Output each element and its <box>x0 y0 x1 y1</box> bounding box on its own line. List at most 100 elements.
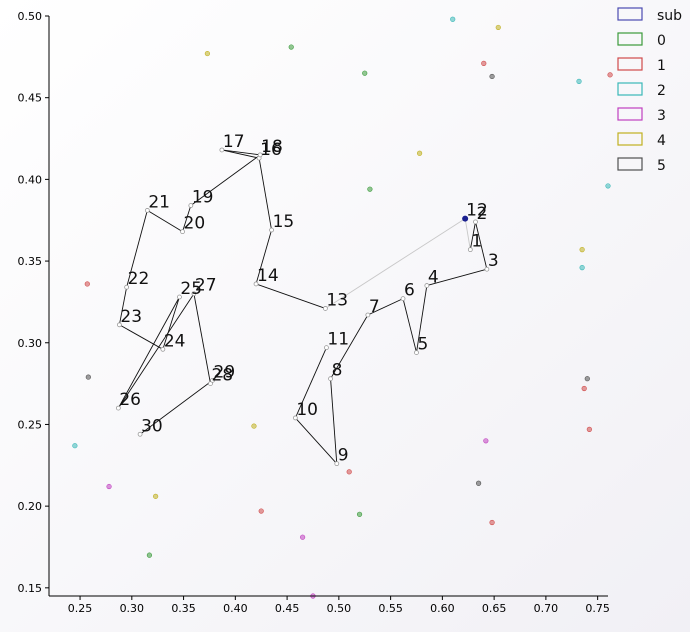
scatter-point <box>607 72 613 78</box>
path-segment <box>117 293 195 409</box>
path-segment <box>193 293 211 384</box>
y-tick-label: 0.50 <box>18 10 43 23</box>
path-segment <box>402 298 417 353</box>
path-marker <box>116 322 122 328</box>
point-label: 19 <box>192 188 214 208</box>
x-tick-label: 0.65 <box>482 602 507 615</box>
point-label: 10 <box>296 400 318 420</box>
point-label: 29 <box>214 362 236 382</box>
scatter-point <box>581 385 587 392</box>
legend-label: 0 <box>657 33 666 49</box>
y-tick-label: 0.15 <box>18 582 43 595</box>
point-label: 3 <box>488 251 499 271</box>
point-label: 8 <box>332 361 343 381</box>
point-label: 23 <box>120 307 142 327</box>
path-marker <box>334 461 340 467</box>
path-segment <box>147 210 183 233</box>
legend-swatch <box>617 32 643 46</box>
path-marker <box>324 345 329 351</box>
legend-label: 3 <box>657 108 666 124</box>
path-segment <box>258 158 273 231</box>
legend-label: 4 <box>657 133 666 149</box>
path-segment <box>295 417 338 464</box>
point-label: 30 <box>141 416 163 436</box>
path-segment <box>119 324 164 350</box>
legend-label: 1 <box>657 58 666 74</box>
path-marker <box>322 306 328 311</box>
path-marker <box>191 291 197 297</box>
point-label: 22 <box>128 269 150 289</box>
path-segment <box>162 296 180 350</box>
legend-swatch <box>617 132 643 146</box>
point-label: 5 <box>417 335 428 355</box>
path-segment <box>426 268 488 287</box>
path-segment <box>182 205 192 232</box>
point-label: 17 <box>223 132 245 152</box>
scatter-point <box>258 508 264 514</box>
point-label: 24 <box>164 331 186 351</box>
path-marker <box>144 208 150 213</box>
legend-swatch <box>617 157 643 171</box>
y-tick-label: 0.45 <box>18 92 43 105</box>
path-marker <box>400 296 406 302</box>
point-label: 18 <box>261 137 283 157</box>
path-marker <box>473 219 478 225</box>
legend-swatch <box>617 82 643 96</box>
legend-label: sub <box>657 8 682 24</box>
point-label: 1 <box>471 232 482 252</box>
scatter-point <box>576 78 582 84</box>
point-label: 21 <box>148 192 170 212</box>
scatter-point <box>450 16 456 22</box>
scatter-point <box>362 70 368 76</box>
point-label: 16 <box>260 140 282 160</box>
point-label: 26 <box>119 390 141 410</box>
scatter-point <box>579 265 585 271</box>
point-label: 20 <box>184 214 206 234</box>
path-segment <box>221 149 260 159</box>
x-tick-label: 0.55 <box>378 602 403 615</box>
path-segment <box>469 221 476 250</box>
scatter-point <box>84 281 90 287</box>
axes: 0.15 0.20 0.25 0.30 0.35 0.40 0.45 0.50 0.25 0.30… <box>18 10 610 615</box>
point-label: 2 <box>476 204 487 224</box>
path-marker <box>328 376 333 382</box>
scatter-point <box>605 183 611 189</box>
path-marker <box>292 415 298 421</box>
point-label: 6 <box>404 281 415 301</box>
scatter-point <box>153 493 159 499</box>
path-segment <box>255 229 272 285</box>
legend: sub 0 1 2 3 4 5 <box>617 7 682 174</box>
legend-swatch <box>617 7 643 21</box>
highlight-marker <box>462 215 469 222</box>
x-tick-label: 0.35 <box>171 602 196 615</box>
path-segment <box>117 296 180 409</box>
x-tick-label: 0.75 <box>585 602 610 615</box>
legend-label: 2 <box>657 83 666 99</box>
path-marker <box>188 203 194 208</box>
legend-swatch <box>617 57 643 71</box>
y-tick-label: 0.20 <box>18 500 43 513</box>
background-points <box>72 16 613 599</box>
scatter-point <box>300 534 306 540</box>
scatter-point <box>483 438 489 444</box>
path-marker <box>115 405 121 411</box>
scatter-point <box>579 247 585 253</box>
y-tick-label: 0.35 <box>18 255 43 268</box>
y-tick-label: 0.30 <box>18 337 43 350</box>
x-tick-label: 0.30 <box>120 602 145 615</box>
scatter-point <box>72 443 78 449</box>
path-marker <box>177 294 182 300</box>
x-tick-label: 0.50 <box>327 602 352 615</box>
path-marker <box>208 381 213 387</box>
scatter-point <box>476 480 482 486</box>
path-marker <box>484 266 490 272</box>
point-label: 14 <box>257 266 279 286</box>
x-tick-label: 0.70 <box>534 602 559 615</box>
scatter-point <box>204 50 210 57</box>
path-segment <box>126 210 148 288</box>
x-tick-label: 0.40 <box>223 602 248 615</box>
path-marker <box>160 346 166 352</box>
path-segment <box>139 379 213 435</box>
